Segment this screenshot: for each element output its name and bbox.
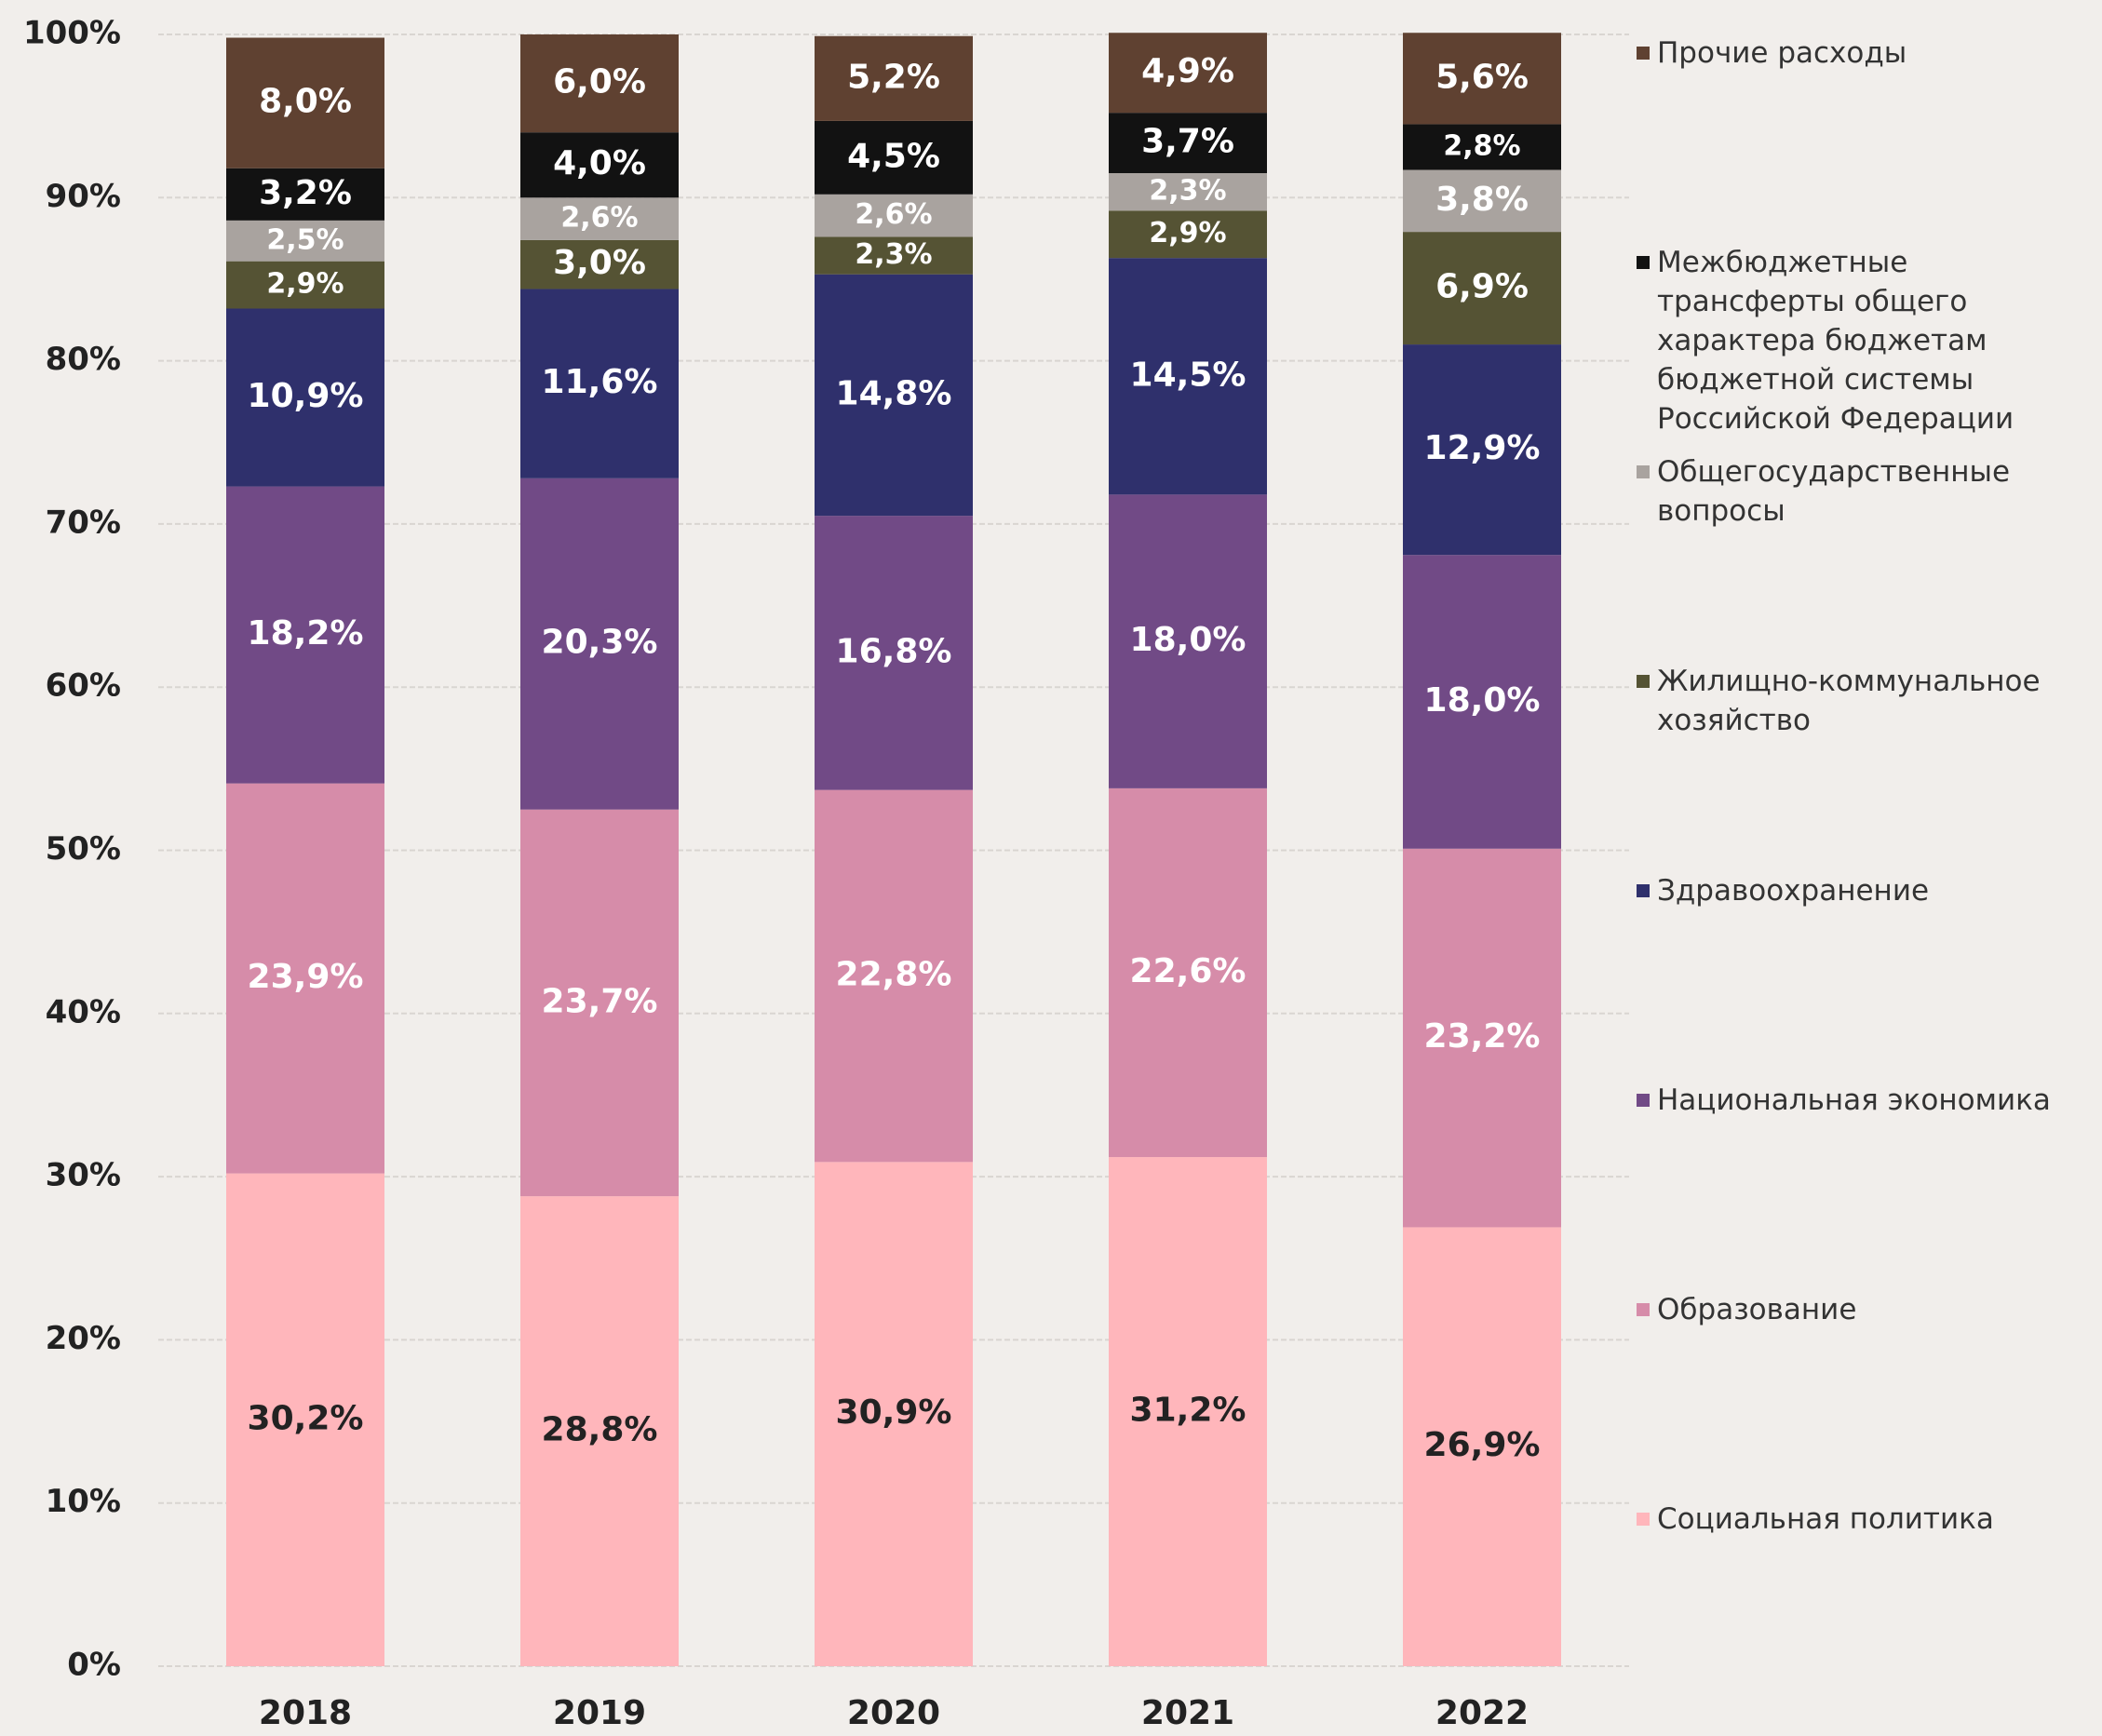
value-label: 30,2%	[248, 1399, 364, 1437]
value-label: 5,2%	[847, 58, 940, 96]
page: 0% 10% 20% 30% 40% 50% 60% 70% 80% 90% 100% 30,2% 23…	[0, 0, 2102, 1736]
legend-entry: Общегосударственные вопросы	[1637, 452, 2097, 531]
value-label: 22,8%	[836, 955, 952, 993]
x-tick-label: 2022	[1435, 1694, 1529, 1732]
value-label: 11,6%	[542, 363, 658, 401]
value-label: 16,8%	[836, 632, 952, 670]
value-label: 30,9%	[836, 1393, 952, 1432]
legend-swatch	[1637, 47, 1650, 60]
value-label: 6,9%	[1435, 268, 1529, 306]
value-label: 2,9%	[1149, 217, 1226, 249]
legend-swatch	[1637, 884, 1650, 897]
y-tick-label: 80%	[46, 341, 121, 378]
value-label: 3,0%	[553, 244, 646, 282]
value-label: 4,5%	[847, 137, 940, 175]
value-label: 28,8%	[542, 1411, 658, 1449]
value-label: 3,2%	[259, 174, 352, 212]
value-label: 2,9%	[266, 268, 344, 301]
x-tick-label: 2019	[553, 1694, 646, 1732]
value-label: 2,3%	[855, 238, 932, 271]
value-label: 31,2%	[1130, 1392, 1246, 1430]
y-tick-label: 40%	[46, 993, 121, 1030]
legend-swatch	[1637, 1094, 1650, 1107]
y-tick-label: 20%	[46, 1320, 121, 1357]
x-tick-label: 2020	[847, 1694, 940, 1732]
value-label: 2,5%	[266, 223, 344, 256]
value-label: 2,6%	[855, 198, 932, 231]
legend-label: Социальная политика	[1657, 1500, 1994, 1539]
value-label: 3,7%	[1141, 123, 1234, 161]
y-tick-label: 70%	[46, 504, 121, 541]
legend-swatch	[1637, 1303, 1650, 1316]
legend-label: Общегосударственные вопросы	[1657, 452, 2097, 531]
legend-entry: Здравоохранение	[1637, 871, 2097, 910]
value-label: 20,3%	[542, 624, 658, 662]
value-label: 10,9%	[248, 377, 364, 415]
y-tick-label: 30%	[46, 1157, 121, 1194]
legend-label: Образование	[1657, 1290, 1856, 1329]
x-tick-label: 2021	[1141, 1694, 1234, 1732]
legend-label: Здравоохранение	[1657, 871, 1929, 910]
value-label: 6,0%	[553, 63, 646, 101]
legend-entry: Жилищно-коммунальное хозяйство	[1637, 662, 2097, 740]
y-tick-label: 90%	[46, 178, 121, 215]
value-label: 18,2%	[248, 614, 364, 653]
value-label: 8,0%	[259, 83, 352, 121]
value-label: 23,9%	[248, 958, 364, 996]
value-label: 14,5%	[1130, 356, 1246, 394]
y-tick-label: 0%	[67, 1647, 121, 1684]
y-tick-label: 60%	[46, 667, 121, 705]
x-tick-label: 2018	[259, 1694, 352, 1732]
legend-entry: Социальная политика	[1637, 1500, 2097, 1539]
value-label: 3,8%	[1435, 181, 1529, 219]
legend-entry: Национальная экономика	[1637, 1081, 2097, 1120]
value-label: 2,8%	[1443, 129, 1520, 162]
y-tick-label: 100%	[23, 15, 121, 52]
value-label: 12,9%	[1424, 429, 1541, 467]
y-tick-label: 50%	[46, 830, 121, 868]
legend-label: Жилищно-коммунальное хозяйство	[1657, 662, 2097, 740]
value-label: 4,9%	[1141, 52, 1234, 90]
value-label: 18,0%	[1130, 621, 1246, 659]
value-label: 26,9%	[1424, 1426, 1541, 1464]
value-label: 4,0%	[553, 144, 646, 182]
value-label: 2,3%	[1149, 175, 1226, 208]
legend-swatch	[1637, 256, 1650, 269]
value-label: 22,6%	[1130, 952, 1246, 990]
legend-label: Межбюджетные трансферты общего характера…	[1657, 243, 2097, 438]
legend-entry: Образование	[1637, 1290, 2097, 1329]
legend-swatch	[1637, 465, 1650, 478]
value-label: 23,7%	[542, 982, 658, 1020]
value-label: 14,8%	[836, 374, 952, 412]
y-tick-label: 10%	[46, 1483, 121, 1520]
value-label: 2,6%	[560, 202, 638, 235]
legend-entry: Прочие расходы	[1637, 34, 2097, 73]
value-label: 23,2%	[1424, 1017, 1541, 1056]
legend-swatch	[1637, 1513, 1650, 1526]
legend-entry: Межбюджетные трансферты общего характера…	[1637, 243, 2097, 438]
legend-swatch	[1637, 675, 1650, 688]
value-label: 5,6%	[1435, 58, 1529, 96]
legend-label: Национальная экономика	[1657, 1081, 2051, 1120]
legend-label: Прочие расходы	[1657, 34, 1907, 73]
value-label: 18,0%	[1424, 681, 1541, 720]
